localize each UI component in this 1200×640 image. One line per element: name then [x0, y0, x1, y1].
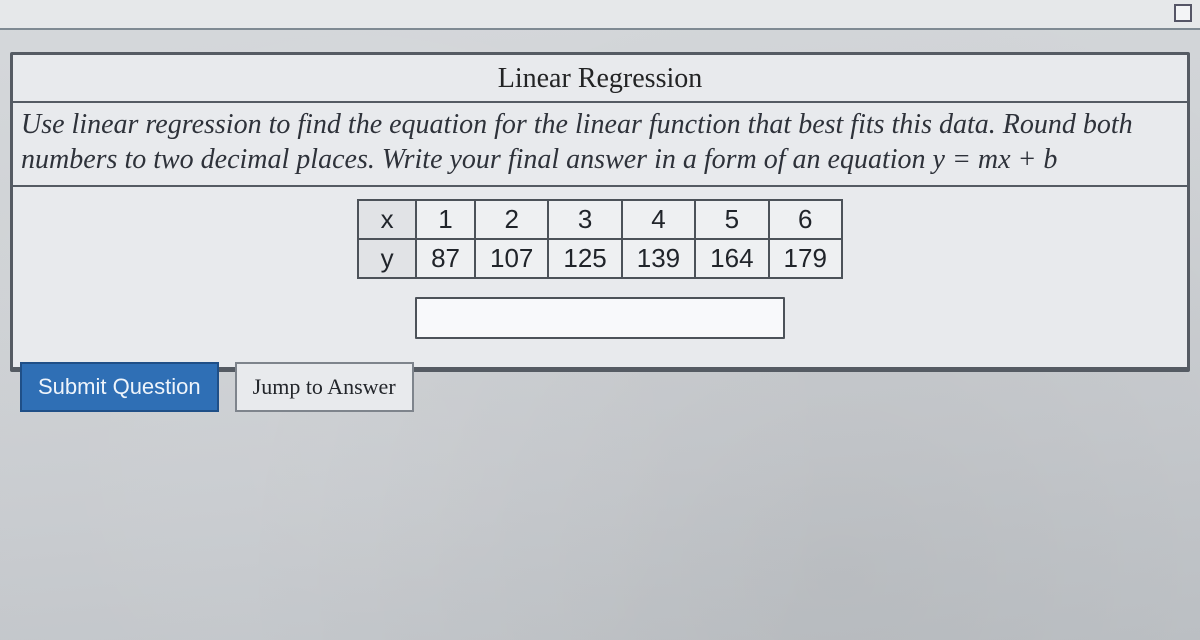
cell-x-1: 2	[475, 200, 548, 239]
question-instructions: Use linear regression to find the equati…	[13, 103, 1187, 187]
page-area: Linear Regression Use linear regression …	[0, 0, 1200, 640]
cell-y-2: 125	[548, 239, 621, 278]
table-row-y: y 87 107 125 139 164 179	[358, 239, 842, 278]
cell-y-0: 87	[416, 239, 475, 278]
cell-x-2: 3	[548, 200, 621, 239]
cell-x-0: 1	[416, 200, 475, 239]
answer-input[interactable]	[415, 297, 785, 339]
data-area: x 1 2 3 4 5 6 y 87 107 125 139 164 179	[13, 187, 1187, 369]
cell-y-5: 179	[769, 239, 842, 278]
cropped-header-strip	[0, 0, 1200, 30]
equation-mx-b: mx + b	[978, 144, 1058, 175]
row-label-y: y	[358, 239, 416, 278]
row-label-x: x	[358, 200, 416, 239]
cell-y-4: 164	[695, 239, 768, 278]
data-table: x 1 2 3 4 5 6 y 87 107 125 139 164 179	[357, 199, 843, 279]
header-corner-controls	[1174, 4, 1192, 22]
cell-x-5: 6	[769, 200, 842, 239]
cell-y-3: 139	[622, 239, 695, 278]
question-title: Linear Regression	[13, 55, 1187, 103]
equation-y: y	[933, 144, 945, 175]
cell-x-4: 5	[695, 200, 768, 239]
button-bar: Submit Question Jump to Answer	[20, 362, 414, 412]
cell-y-1: 107	[475, 239, 548, 278]
question-panel: Linear Regression Use linear regression …	[10, 52, 1190, 372]
cell-x-3: 4	[622, 200, 695, 239]
submit-question-button[interactable]: Submit Question	[20, 362, 219, 412]
equation-equals: =	[945, 144, 978, 175]
table-row-x: x 1 2 3 4 5 6	[358, 200, 842, 239]
window-control-icon	[1174, 4, 1192, 22]
jump-to-answer-button[interactable]: Jump to Answer	[235, 362, 414, 412]
